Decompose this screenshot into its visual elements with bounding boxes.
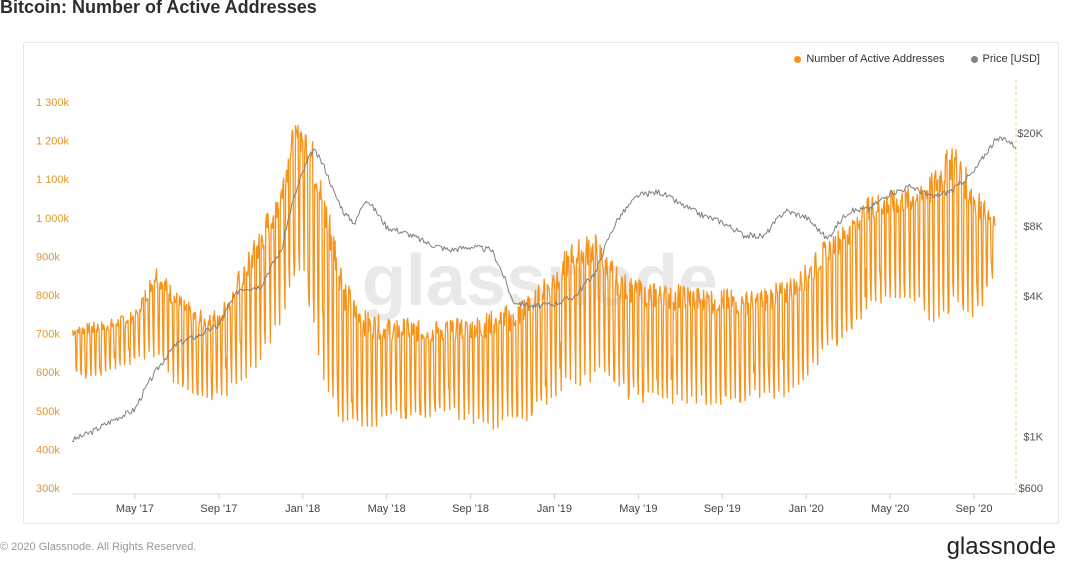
x-tick-label: Jan '18 xyxy=(285,503,320,515)
series-line-active-addresses[interactable] xyxy=(71,124,996,430)
y-left-tick-label: 500k xyxy=(36,406,60,418)
y-right-tick-label: $8K xyxy=(1023,221,1043,233)
y-right-tick-label: $1K xyxy=(1023,431,1043,443)
x-tick-label: Jan '19 xyxy=(537,503,572,515)
legend-label-active-addresses: Number of Active Addresses xyxy=(806,53,945,65)
legend-dot-active-addresses xyxy=(794,55,802,63)
y-left-tick-label: 600k xyxy=(36,367,60,379)
x-tick-label: Jan '20 xyxy=(789,503,824,515)
legend-dot-price xyxy=(970,55,978,63)
series-line-price[interactable] xyxy=(71,136,1017,442)
y-left-tick-label: 1 100k xyxy=(36,174,70,186)
x-tick-label: May '17 xyxy=(116,503,154,515)
y-left-tick-label: 800k xyxy=(36,290,60,302)
x-tick-label: Sep '18 xyxy=(452,503,489,515)
y-left-tick-label: 1 200k xyxy=(36,136,70,148)
y-left-tick-label: 900k xyxy=(36,251,60,263)
y-right-tick-label: $20K xyxy=(1017,128,1043,140)
legend-label-price: Price [USD] xyxy=(982,53,1040,65)
y-left-tick-label: 400k xyxy=(36,444,60,456)
x-tick-label: May '19 xyxy=(619,503,657,515)
y-right-tick-label: $600 xyxy=(1019,483,1043,495)
legend-item-price[interactable]: Price [USD] xyxy=(970,53,1040,65)
x-tick-label: May '20 xyxy=(871,503,909,515)
x-tick-label: Sep '19 xyxy=(704,503,741,515)
copyright-text: © 2020 Glassnode. All Rights Reserved. xyxy=(0,541,197,553)
x-tick-label: Sep '20 xyxy=(956,503,993,515)
x-tick-label: May '18 xyxy=(368,503,406,515)
legend-item-active-addresses[interactable]: Number of Active Addresses xyxy=(794,53,945,65)
chart-legend: Number of Active Addresses Price [USD] xyxy=(794,53,1040,65)
y-left-tick-label: 300k xyxy=(36,483,60,495)
y-left-tick-label: 1 300k xyxy=(36,97,70,109)
page-title: Bitcoin: Number of Active Addresses xyxy=(0,0,317,17)
brand-logo: glassnode xyxy=(946,533,1056,560)
y-right-tick-label: $4K xyxy=(1023,291,1043,303)
x-tick-label: Sep '17 xyxy=(200,503,237,515)
y-left-tick-label: 1 000k xyxy=(36,213,70,225)
y-left-tick-label: 700k xyxy=(36,329,60,341)
